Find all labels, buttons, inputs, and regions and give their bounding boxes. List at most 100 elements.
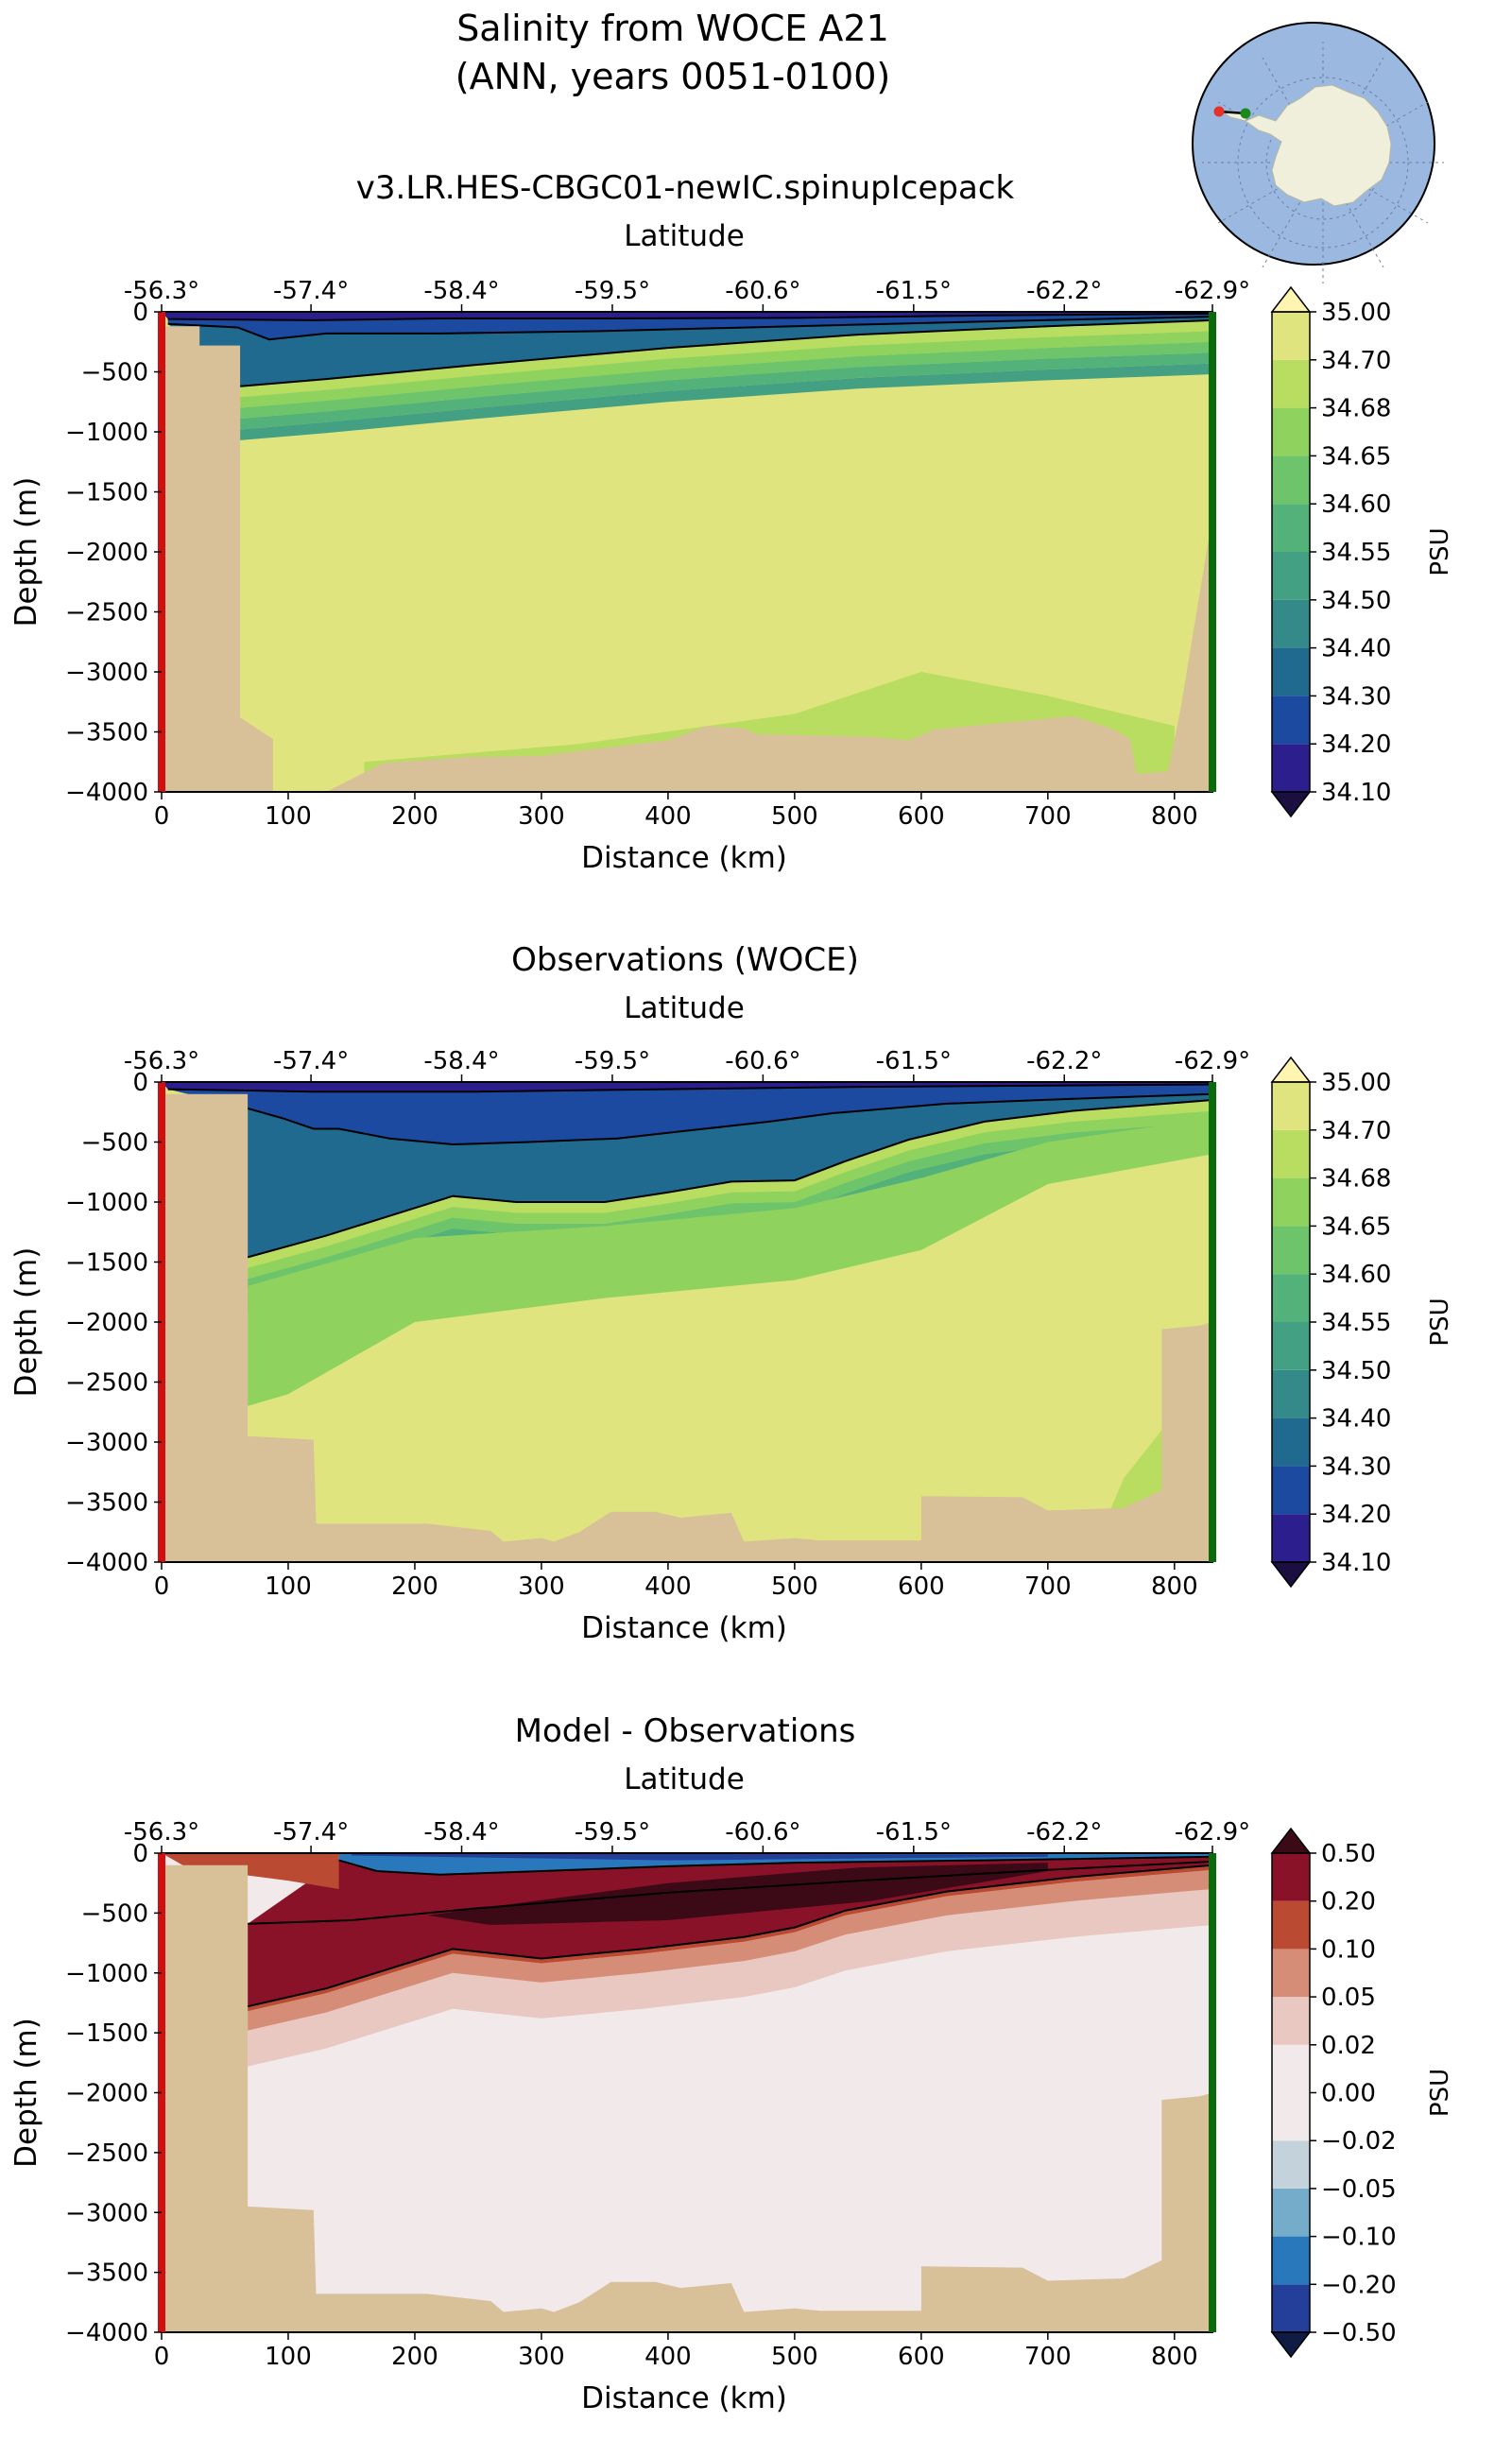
x-tick-label: 200 bbox=[391, 802, 438, 831]
latitude-tick-label: -59.5° bbox=[575, 1818, 650, 1847]
x-tick-label: 0 bbox=[154, 2343, 170, 2371]
colorbar-swatch bbox=[1272, 2140, 1310, 2189]
colorbar-tick-label: 34.55 bbox=[1321, 1309, 1391, 1337]
colorbar-tick-label: 34.40 bbox=[1321, 1405, 1391, 1434]
contour-line bbox=[240, 318, 1212, 387]
y-tick-label: −3000 bbox=[65, 2199, 148, 2227]
colorbar-tick-label: 0.50 bbox=[1321, 1840, 1376, 1868]
salinity-band bbox=[240, 331, 1212, 408]
y-tick-label: −2500 bbox=[65, 2139, 148, 2168]
x-tick-label: 700 bbox=[1024, 2343, 1072, 2371]
y-tick-label: −1000 bbox=[65, 1960, 148, 1988]
x-tick-label: 500 bbox=[771, 802, 818, 831]
colorbar-tick-label: −0.50 bbox=[1321, 2319, 1397, 2347]
latitude-axis: -56.3° -57.4° -58.4° -59.5° -60.6° -61.5° -62.… bbox=[124, 1818, 1250, 1853]
negative-anomaly-core bbox=[351, 1853, 1048, 1861]
panel-model: v3.LR.HES-CBGC01-newIC.spinupIcepack Lati… bbox=[9, 169, 1454, 875]
colorbar-swatch bbox=[1272, 1949, 1310, 1998]
latitude-axis: -56.3° -57.4° -58.4° -59.5° -60.6° -61.5° -62.… bbox=[124, 277, 1250, 312]
section-field bbox=[162, 312, 1212, 792]
colorbar-tick-label: 34.60 bbox=[1321, 490, 1391, 519]
salinity-band bbox=[248, 1121, 1212, 1290]
colorbar-tick-label: 0.20 bbox=[1321, 1888, 1376, 1916]
colorbar-swatch bbox=[1272, 1853, 1310, 1901]
latitude-tick-label: -62.9° bbox=[1175, 1818, 1250, 1847]
x-tick-label: 300 bbox=[518, 802, 565, 831]
salinity-band bbox=[240, 319, 1212, 398]
contour-line bbox=[248, 1860, 1212, 1925]
section-end-marker bbox=[1240, 108, 1251, 119]
y-tick-label: −3500 bbox=[65, 2259, 148, 2288]
x-tick-label: 800 bbox=[1151, 1572, 1198, 1601]
x-axis: 0 100 200 300 400 500 600 700 800 Distance (km) bbox=[154, 2332, 1198, 2415]
x-tick-label: 600 bbox=[898, 802, 945, 831]
colorbar-swatch bbox=[1272, 696, 1310, 745]
x-tick-label: 200 bbox=[391, 1572, 438, 1601]
panel-difference: Model - Observations Latitude 0 100 200 300 40… bbox=[9, 1712, 1454, 2415]
y-axis: 0 −500 −1000 −1500 −2000 −2500 −3000 −3500 −4000… bbox=[9, 299, 162, 807]
x-tick-label: 0 bbox=[154, 1572, 170, 1601]
x-axis: 0 100 200 300 400 500 600 700 800 Distance (km) bbox=[154, 792, 1198, 875]
latitude-tick-label: -61.5° bbox=[876, 1818, 952, 1847]
x-tick-label: 700 bbox=[1024, 1572, 1072, 1601]
y-tick-label: −2500 bbox=[65, 599, 148, 627]
y-tick-label: −2500 bbox=[65, 1369, 148, 1398]
colorbar-label: PSU bbox=[1426, 527, 1454, 576]
y-tick-label: −4000 bbox=[65, 2319, 148, 2347]
latitude-tick-label: -60.6° bbox=[725, 1818, 800, 1847]
salinity-band bbox=[240, 352, 1212, 430]
figure-title-line1: Salinity from WOCE A21 bbox=[456, 8, 889, 49]
x-axis-label: Distance (km) bbox=[581, 1611, 787, 1645]
figure-title-line2: (ANN, years 0051-0100) bbox=[455, 56, 890, 97]
latitude-tick-label: -56.3° bbox=[124, 1047, 199, 1075]
contour-line bbox=[167, 316, 1212, 341]
colorbar-swatch bbox=[1272, 552, 1310, 600]
y-axis-label: Depth (m) bbox=[9, 477, 43, 627]
colorbar-swatch bbox=[1272, 1900, 1310, 1950]
x-tick-label: 0 bbox=[154, 802, 170, 831]
colorbar-extend-high bbox=[1270, 1056, 1312, 1083]
latitude-tick-label: -62.2° bbox=[1026, 1818, 1102, 1847]
colorbar-tick-label: 34.20 bbox=[1321, 1501, 1391, 1529]
y-tick-label: 0 bbox=[132, 1840, 148, 1868]
x-tick-label: 700 bbox=[1024, 802, 1072, 831]
x-axis-label: Distance (km) bbox=[581, 841, 787, 875]
colorbar-swatch bbox=[1272, 1082, 1310, 1130]
y-tick-label: −2000 bbox=[65, 1309, 148, 1337]
colorbar-swatch bbox=[1272, 1274, 1310, 1322]
colorbar-swatch bbox=[1272, 1418, 1310, 1467]
colorbar-extend-high bbox=[1270, 1827, 1312, 1854]
salinity-band bbox=[248, 1110, 1212, 1280]
latitude-tick-label: -59.5° bbox=[575, 277, 650, 305]
panel-title: Model - Observations bbox=[515, 1712, 856, 1750]
latitude-axis-label: Latitude bbox=[624, 219, 745, 253]
y-tick-label: −4000 bbox=[65, 779, 148, 807]
salinity-band bbox=[240, 363, 1212, 440]
colorbar-tick-label: −0.02 bbox=[1321, 2127, 1397, 2156]
colorbar-extend-high bbox=[1270, 285, 1312, 313]
salinity-band bbox=[167, 1084, 1212, 1144]
colorbar-swatch bbox=[1272, 455, 1310, 505]
y-tick-label: −2000 bbox=[65, 539, 148, 567]
y-tick-label: −3000 bbox=[65, 659, 148, 687]
contour-line bbox=[167, 1083, 1212, 1093]
colorbar-tick-label: 34.30 bbox=[1321, 682, 1391, 711]
x-tick-label: 100 bbox=[265, 2343, 312, 2371]
section-start-marker bbox=[1213, 106, 1225, 117]
colorbar-tick-label: 35.00 bbox=[1321, 1069, 1391, 1097]
latitude-tick-label: -58.4° bbox=[423, 1047, 499, 1075]
x-axis: 0 100 200 300 400 500 600 700 800 Distance (km) bbox=[154, 1562, 1198, 1645]
colorbar-tick-label: 34.65 bbox=[1321, 442, 1391, 471]
colorbar-swatch bbox=[1272, 1369, 1310, 1418]
colorbar-swatch bbox=[1272, 1177, 1310, 1227]
seafloor-bathymetry bbox=[162, 1093, 1212, 1562]
latitude-tick-label: -56.3° bbox=[124, 1818, 199, 1847]
colorbar-tick-label: 34.68 bbox=[1321, 1165, 1391, 1194]
colorbar-tick-label: 34.70 bbox=[1321, 1117, 1391, 1145]
colorbar-swatch bbox=[1272, 744, 1310, 792]
x-tick-label: 100 bbox=[265, 1572, 312, 1601]
colorbar-swatch bbox=[1272, 1226, 1310, 1275]
anomaly-band bbox=[248, 1869, 1212, 2031]
y-tick-label: −1500 bbox=[65, 1249, 148, 1278]
colorbar-swatch bbox=[1272, 359, 1310, 408]
